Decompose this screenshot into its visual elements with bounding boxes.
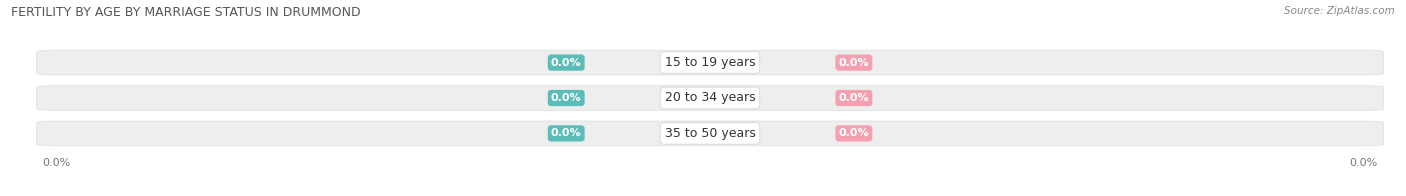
Text: 0.0%: 0.0% [838, 93, 869, 103]
Text: FERTILITY BY AGE BY MARRIAGE STATUS IN DRUMMOND: FERTILITY BY AGE BY MARRIAGE STATUS IN D… [11, 6, 361, 19]
FancyBboxPatch shape [37, 50, 1384, 75]
FancyBboxPatch shape [37, 86, 1384, 110]
Text: 0.0%: 0.0% [551, 128, 582, 138]
Text: 0.0%: 0.0% [838, 128, 869, 138]
Text: Source: ZipAtlas.com: Source: ZipAtlas.com [1284, 6, 1395, 16]
Text: 0.0%: 0.0% [551, 93, 582, 103]
Text: 0.0%: 0.0% [551, 58, 582, 68]
Text: 15 to 19 years: 15 to 19 years [665, 56, 755, 69]
Text: 35 to 50 years: 35 to 50 years [665, 127, 755, 140]
FancyBboxPatch shape [37, 121, 1384, 146]
Text: 0.0%: 0.0% [838, 58, 869, 68]
Text: 20 to 34 years: 20 to 34 years [665, 92, 755, 104]
